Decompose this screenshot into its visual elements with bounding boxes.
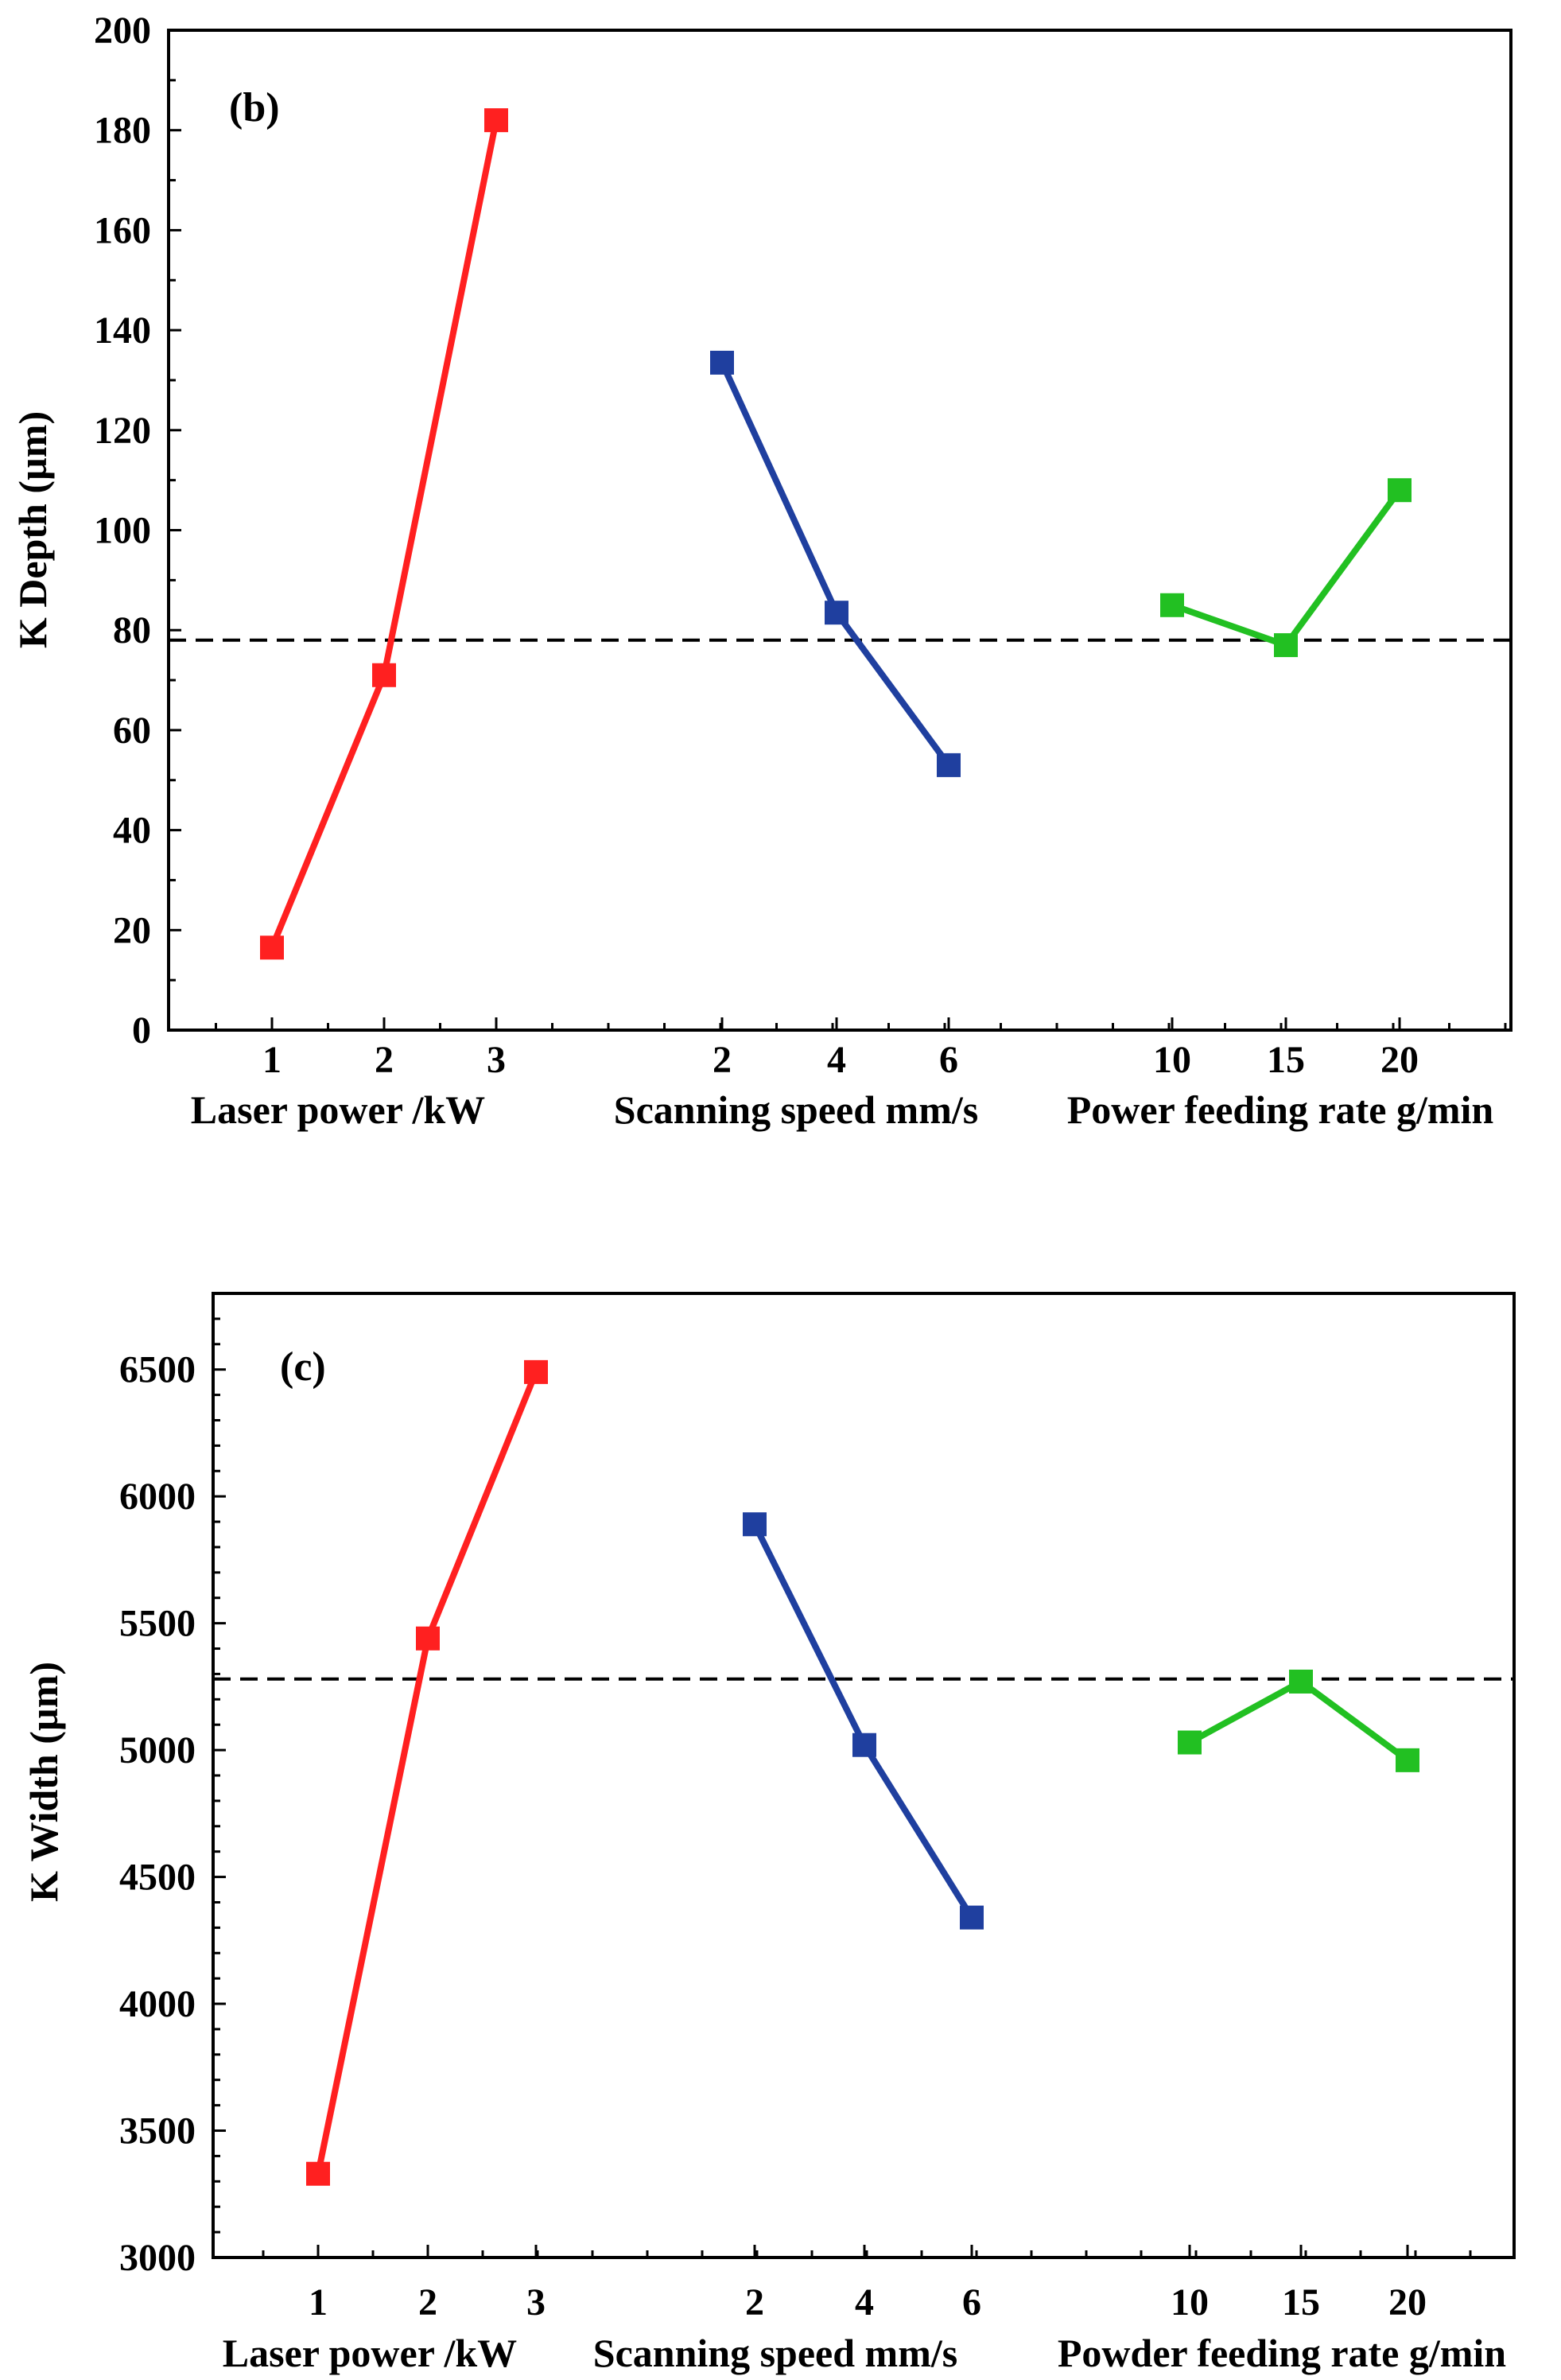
x-group-label: Power feeding rate g/min	[1067, 1087, 1494, 1132]
y-tick-label: 200	[94, 10, 151, 52]
x-tick-label: 1	[309, 2281, 328, 2324]
x-tick-label: 6	[939, 1039, 958, 1081]
series-line-2	[751, 1522, 975, 1919]
x-tick-label: 10	[1171, 2281, 1209, 2324]
data-point-marker	[937, 752, 961, 777]
y-tick-label: 40	[113, 810, 151, 852]
data-point-marker	[1160, 593, 1184, 617]
data-point-marker	[416, 1626, 440, 1651]
data-point-marker	[743, 1512, 767, 1537]
series-line-2	[719, 361, 952, 768]
y-tick-label: 3000	[119, 2237, 196, 2279]
data-point-marker	[1396, 1748, 1419, 1772]
x-tick-label: 2	[375, 1039, 394, 1081]
y-tick-label: 80	[113, 609, 151, 651]
y-tick-label: 0	[132, 1009, 151, 1052]
plot-frame	[212, 1292, 1516, 2259]
data-point-marker	[1178, 1730, 1202, 1755]
data-point-marker	[484, 108, 508, 133]
y-tick-label: 5000	[119, 1729, 196, 1771]
panel-label: (b)	[229, 85, 280, 130]
y-axis-title: K Depth (µm)	[10, 411, 55, 648]
x-tick-label: 4	[855, 2281, 874, 2324]
data-point-marker	[1388, 478, 1412, 503]
x-tick-label: 6	[962, 2281, 981, 2324]
series-line-3	[1171, 488, 1403, 649]
data-point-marker	[524, 1359, 548, 1384]
data-point-marker	[852, 1732, 876, 1757]
y-tick-label: 60	[113, 710, 151, 752]
x-tick-label: 2	[745, 2281, 764, 2324]
x-tick-label: 3	[526, 2281, 546, 2324]
y-axis-title: K Width (µm)	[21, 1662, 66, 1902]
series-line-1	[269, 119, 499, 949]
y-tick-label: 140	[94, 309, 151, 352]
y-tick-label: 120	[94, 410, 151, 452]
y-tick-label: 160	[94, 209, 151, 251]
x-tick-label: 2	[713, 1039, 732, 1081]
x-group-label: Scanning speed mm/s	[593, 2331, 957, 2375]
x-tick-label: 3	[487, 1039, 506, 1081]
data-point-marker	[960, 1905, 984, 1930]
data-point-marker	[372, 663, 396, 687]
data-point-marker	[1289, 1669, 1313, 1694]
series-line-1	[315, 1371, 539, 2175]
y-tick-label: 6000	[119, 1476, 196, 1518]
x-group-label: Powder feeding rate g/min	[1058, 2331, 1506, 2375]
x-group-label: Scanning speed mm/s	[614, 1087, 978, 1132]
x-tick-label: 2	[418, 2281, 437, 2324]
y-tick-label: 20	[113, 909, 151, 951]
data-point-marker	[710, 350, 734, 375]
y-tick-label: 180	[94, 110, 151, 152]
x-tick-label: 1	[262, 1039, 282, 1081]
x-group-label: Laser power /kW	[191, 1087, 485, 1132]
x-group-label: Laser power /kW	[223, 2331, 517, 2375]
x-tick-label: 15	[1282, 2281, 1320, 2324]
y-tick-label: 4000	[119, 1983, 196, 2025]
data-point-marker	[825, 601, 848, 625]
x-tick-label: 20	[1388, 2281, 1427, 2324]
x-tick-label: 4	[827, 1039, 846, 1081]
x-tick-label: 10	[1153, 1039, 1191, 1081]
y-tick-label: 6500	[119, 1349, 196, 1391]
chart-panel-width: 3000 3500 4000 4500 5000 5500 6000 6500 1 2 3Laser…	[21, 1292, 1516, 2375]
data-point-marker	[1274, 633, 1298, 658]
data-point-marker	[260, 935, 284, 960]
y-tick-label: 5500	[119, 1603, 196, 1645]
plot-frame	[167, 29, 1512, 1032]
x-tick-label: 20	[1380, 1039, 1419, 1081]
y-tick-label: 100	[94, 510, 151, 552]
x-tick-label: 15	[1267, 1039, 1305, 1081]
data-point-marker	[306, 2161, 330, 2186]
y-tick-label: 3500	[119, 2110, 196, 2152]
y-tick-label: 4500	[119, 1857, 196, 1899]
panel-label: (c)	[280, 1344, 326, 1390]
